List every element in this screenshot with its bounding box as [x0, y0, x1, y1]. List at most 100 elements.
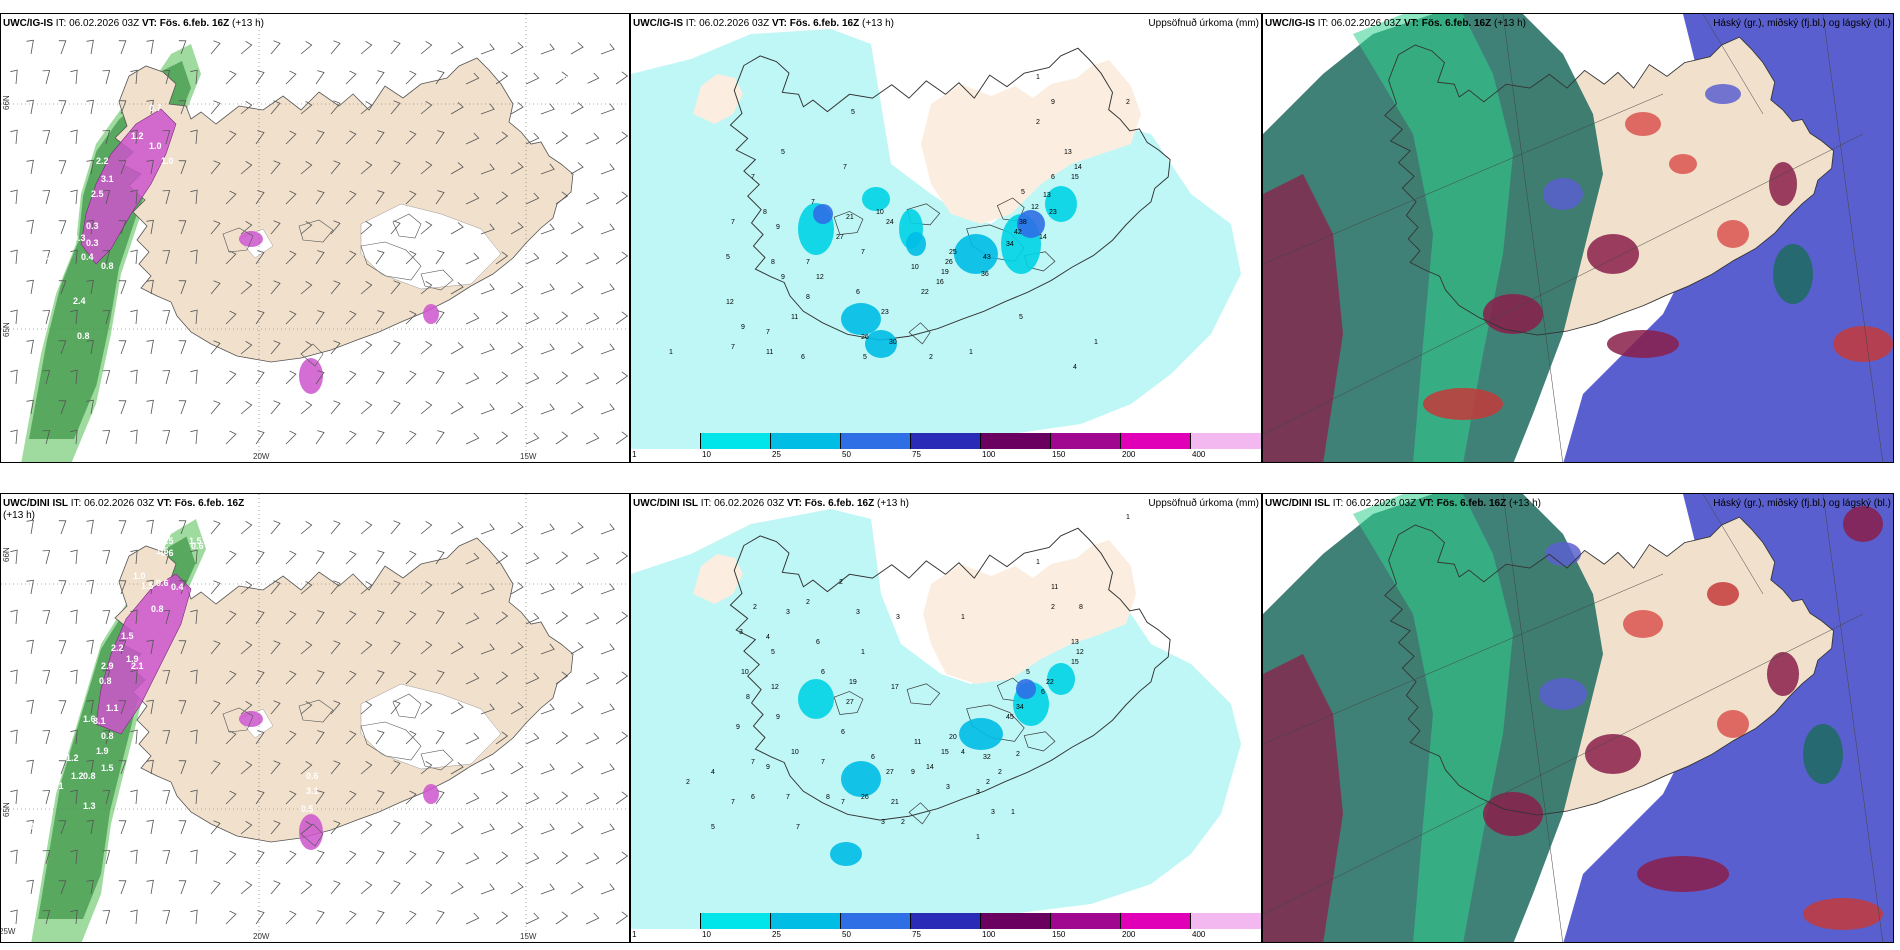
precip-panel-bottom: UWC/DINI ISL IT: 06.02.2026 03Z VT: Fös.… — [630, 493, 1262, 943]
wind-barb — [360, 41, 373, 55]
value-label: 0.6 — [191, 541, 204, 551]
wind-barb — [315, 430, 325, 445]
wind-barb — [465, 312, 480, 325]
wind-barb — [315, 250, 325, 265]
colorbar-label: 75 — [912, 930, 921, 939]
wind-barb — [42, 610, 51, 625]
value-label: 0.3 — [86, 221, 99, 231]
wind-barb — [240, 821, 253, 835]
glacier-outline — [360, 721, 422, 761]
wind-barb — [405, 430, 417, 445]
wind-barb — [570, 342, 584, 355]
value-label: 10 — [876, 209, 884, 216]
wind-barb — [162, 130, 171, 145]
wind-barb — [570, 882, 584, 895]
wind-barb — [146, 699, 154, 715]
value-label: 1 — [669, 349, 673, 356]
wind-barb — [285, 430, 297, 445]
value-label: 1.9 — [126, 654, 139, 664]
cloud-map[interactable] — [1263, 494, 1894, 943]
wind-barb — [360, 341, 373, 355]
wind-barb — [58, 640, 67, 655]
wind-barb — [585, 312, 600, 325]
value-label: 6 — [856, 289, 860, 296]
wind-barb — [146, 759, 154, 775]
value-label: 0.8 — [36, 286, 49, 296]
wind-barb — [240, 761, 253, 775]
wind-barb — [130, 429, 138, 445]
wind-barb — [70, 849, 78, 865]
cloud-map[interactable] — [1263, 14, 1894, 463]
wind-barb — [146, 639, 154, 655]
wind-barb — [70, 189, 78, 205]
wind-barb — [102, 790, 111, 805]
wind-barb — [255, 250, 265, 265]
wind-barb — [615, 71, 629, 85]
cloud-patch — [1843, 506, 1883, 542]
snow-area — [423, 784, 439, 804]
iceland-outline — [1384, 36, 1835, 336]
panel-subtitle: Uppsöfnuð úrkoma (mm) — [1148, 18, 1259, 29]
wind-barb — [615, 911, 629, 925]
wind-barb — [285, 310, 297, 325]
wind-barb — [130, 729, 138, 745]
wind-barb — [420, 101, 433, 115]
value-label: 0.7 — [149, 103, 162, 113]
wind-barb — [555, 251, 569, 265]
value-label: 1.2 — [613, 506, 626, 516]
wind-barb — [102, 70, 111, 85]
wind-barb — [240, 281, 253, 295]
wind-barb — [495, 671, 509, 685]
wind-barb — [86, 99, 94, 115]
value-label: 0.6 — [156, 578, 169, 588]
value-label: 6 — [841, 729, 845, 736]
wind-barb — [130, 249, 138, 265]
wind-barb — [270, 340, 281, 355]
wind-barb — [555, 71, 569, 85]
wind-barb — [600, 823, 615, 835]
value-label: 1 — [1126, 514, 1130, 521]
value-label: 3 — [786, 609, 790, 616]
wind-barb — [405, 610, 417, 625]
wind-barb — [480, 883, 495, 895]
wind-barb — [285, 730, 297, 745]
wind-barb — [178, 100, 187, 115]
wind-barb — [615, 191, 629, 205]
wind-barb — [540, 43, 555, 55]
wind-barb — [210, 340, 221, 355]
wind-barb — [450, 702, 464, 715]
wind-barb — [525, 792, 540, 805]
value-label: 5 — [711, 824, 715, 831]
precip-map[interactable]: 5757787958971210272124768117912233026711… — [631, 14, 1262, 463]
iceland-outline — [729, 47, 1171, 341]
value-label: 0.5 — [593, 14, 606, 21]
wind-barb — [345, 70, 357, 85]
value-label: 11 — [1051, 584, 1058, 591]
wind-barb — [130, 909, 138, 925]
wind-barb — [178, 640, 187, 655]
snow-area — [299, 814, 323, 850]
wind-barb — [510, 882, 524, 895]
wind-barb — [130, 129, 138, 145]
wind-barb — [555, 431, 569, 445]
value-label: 0.8 — [77, 331, 90, 341]
colorbar-segment: 50 — [841, 433, 911, 459]
wind-barb — [255, 550, 265, 565]
wind-barb — [570, 162, 584, 175]
colorbar-label: 400 — [1192, 930, 1206, 939]
value-label: 7 — [766, 329, 770, 336]
value-label: 15 — [1071, 174, 1079, 181]
wind-map[interactable]: 20W15W25W66N65N0.51.50.61.50.61.01.50.60… — [1, 494, 630, 943]
highland-area — [360, 683, 502, 770]
axis-label: 20W — [253, 932, 270, 941]
wind-barb — [540, 883, 555, 895]
wind-barb — [585, 852, 600, 865]
value-label: 2.9 — [101, 661, 114, 671]
wind-barb — [510, 342, 524, 355]
value-label: 0.6 — [306, 771, 319, 781]
wind-barb — [330, 700, 341, 715]
precip-cell — [959, 718, 1003, 750]
value-label: 3 — [856, 609, 860, 616]
